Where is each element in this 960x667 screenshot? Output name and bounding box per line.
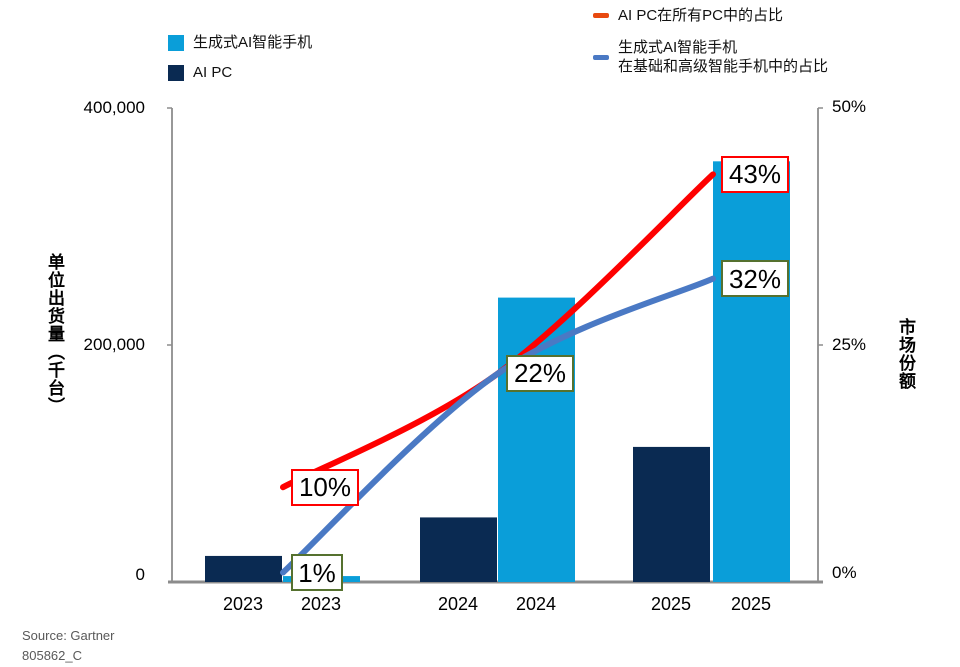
left-axis-title: 单位出货量（千台） — [45, 253, 64, 415]
source-line: Source: Gartner — [22, 628, 115, 643]
data-label-callout: 22% — [506, 354, 574, 392]
legend-bars: 生成式AI智能手机 AI PC — [168, 33, 312, 82]
legend-label: 生成式AI智能手机 — [193, 34, 313, 51]
right-axis-tick-50: 50% — [832, 97, 867, 116]
left-axis-tick-0: 0 — [135, 565, 145, 584]
legend-lines: AI PC在所有PC中的占比 生成式AI智能手机 在基础和高级智能手机中的占比 — [593, 6, 828, 76]
legend-item-smartphone-share: 生成式AI智能手机 在基础和高级智能手机中的占比 — [593, 38, 828, 76]
legend-dash-red-icon — [593, 13, 609, 18]
bar-ai-pc — [205, 555, 282, 582]
x-label-2025-aipc: 2025 — [650, 594, 692, 614]
legend-swatch-smartphone-icon — [168, 34, 184, 51]
left-axis-tick-200000: 200,000 — [83, 335, 145, 354]
x-label-2025-smartphone: 2025 — [730, 594, 772, 614]
legend-item-ai-pc: AI PC — [168, 63, 312, 82]
right-axis-title: 市场份额 — [896, 318, 915, 390]
data-label-callout: 1% — [291, 554, 343, 592]
lines-group — [280, 171, 716, 576]
legend-dash-blue-icon — [593, 54, 609, 60]
legend-label: AI PC在所有PC中的占比 — [618, 7, 784, 24]
x-label-2023-aipc: 2023 — [222, 594, 264, 614]
data-label-callout: 10% — [291, 468, 359, 506]
legend-label: 生成式AI智能手机 在基础和高级智能手机中的占比 — [618, 38, 828, 76]
line-smartphone-share — [280, 275, 716, 576]
bar-ai-pc — [633, 446, 710, 582]
legend-swatch-aipc-icon — [168, 64, 184, 81]
legend-label: AI PC — [193, 64, 233, 81]
legend-item-aipc-share: AI PC在所有PC中的占比 — [593, 6, 828, 25]
x-label-2023-smartphone: 2023 — [300, 594, 342, 614]
data-label-callout: 43% — [721, 155, 789, 193]
x-label-2024-aipc: 2024 — [437, 594, 479, 614]
data-label-callout: 32% — [721, 260, 789, 298]
legend-label-line2: 在基础和高级智能手机中的占比 — [618, 58, 829, 75]
x-label-2024-smartphone: 2024 — [515, 594, 557, 614]
left-axis-tick-400000: 400,000 — [83, 98, 145, 117]
bar-ai-pc — [420, 517, 497, 582]
right-axis-tick-0: 0% — [832, 563, 857, 582]
right-axis-tick-25: 25% — [832, 335, 867, 354]
bar-genai-smartphone — [713, 161, 790, 582]
legend-item-genai-smartphone: 生成式AI智能手机 — [168, 33, 312, 52]
legend-label-line1: 生成式AI智能手机 — [618, 39, 738, 56]
source-code-line: 805862_C — [22, 648, 82, 663]
